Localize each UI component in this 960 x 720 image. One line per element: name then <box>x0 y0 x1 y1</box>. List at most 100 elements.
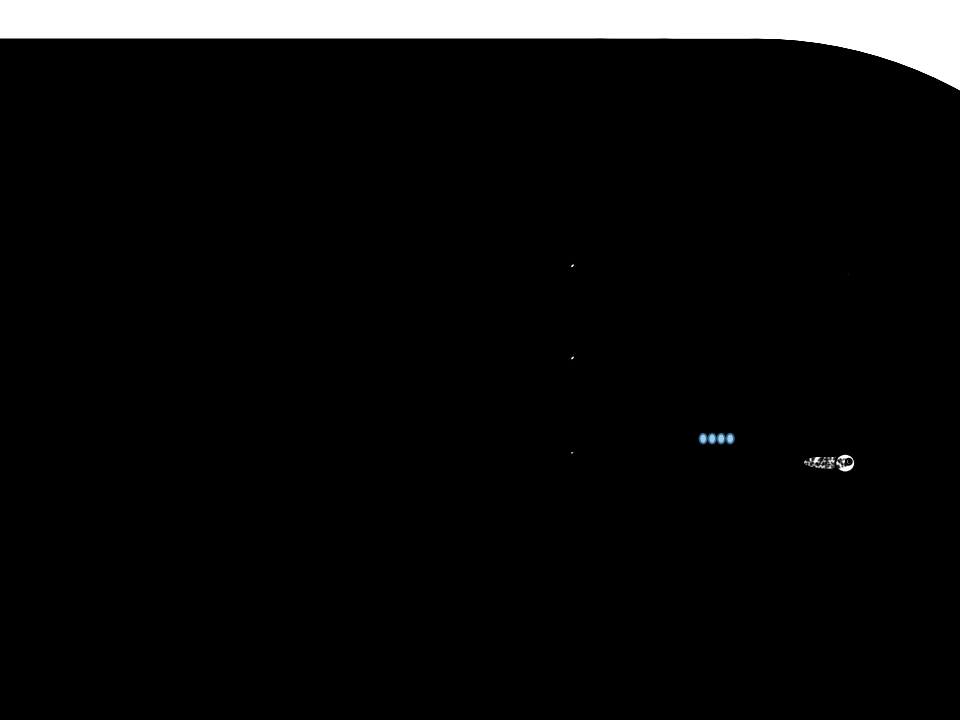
Ellipse shape <box>693 463 703 477</box>
Circle shape <box>559 462 567 469</box>
Ellipse shape <box>701 250 711 265</box>
Ellipse shape <box>701 436 711 451</box>
Ellipse shape <box>742 270 751 281</box>
Ellipse shape <box>700 433 707 444</box>
Ellipse shape <box>708 443 719 458</box>
Ellipse shape <box>722 456 732 473</box>
Ellipse shape <box>716 466 727 483</box>
Ellipse shape <box>708 490 716 501</box>
Ellipse shape <box>712 270 722 283</box>
Ellipse shape <box>722 351 734 366</box>
Ellipse shape <box>836 269 851 282</box>
Ellipse shape <box>701 453 712 468</box>
Circle shape <box>559 367 567 376</box>
Ellipse shape <box>723 436 734 450</box>
Ellipse shape <box>538 429 595 496</box>
Ellipse shape <box>711 246 721 259</box>
Ellipse shape <box>692 261 704 276</box>
Text: Serial nuclear transplantation improves success rate: Serial nuclear transplantation improves … <box>313 215 960 242</box>
Circle shape <box>641 462 648 468</box>
Polygon shape <box>790 455 804 469</box>
Circle shape <box>641 275 648 282</box>
Ellipse shape <box>721 387 732 400</box>
Circle shape <box>641 367 648 374</box>
Ellipse shape <box>723 474 734 489</box>
Ellipse shape <box>720 303 730 314</box>
Ellipse shape <box>686 331 748 405</box>
Circle shape <box>848 461 851 463</box>
Text: DNA replicn: DNA replicn <box>626 311 712 326</box>
Ellipse shape <box>708 257 719 272</box>
Ellipse shape <box>723 287 734 302</box>
Ellipse shape <box>616 342 644 395</box>
Ellipse shape <box>692 448 704 463</box>
Ellipse shape <box>732 276 742 289</box>
Ellipse shape <box>684 423 751 502</box>
Ellipse shape <box>795 269 843 284</box>
Ellipse shape <box>727 433 733 444</box>
Circle shape <box>846 459 852 464</box>
Ellipse shape <box>701 288 710 303</box>
Ellipse shape <box>631 342 658 395</box>
Ellipse shape <box>631 436 658 489</box>
Ellipse shape <box>718 238 727 249</box>
Ellipse shape <box>539 336 594 401</box>
Ellipse shape <box>687 257 695 268</box>
Ellipse shape <box>694 244 703 256</box>
Ellipse shape <box>731 482 740 495</box>
Ellipse shape <box>616 250 644 302</box>
Ellipse shape <box>732 463 742 476</box>
Ellipse shape <box>708 433 716 444</box>
Ellipse shape <box>570 450 575 454</box>
Ellipse shape <box>720 490 730 500</box>
Ellipse shape <box>718 424 727 436</box>
Ellipse shape <box>731 430 740 443</box>
Ellipse shape <box>711 292 723 307</box>
Ellipse shape <box>684 237 751 315</box>
Ellipse shape <box>731 295 740 308</box>
Ellipse shape <box>738 471 748 482</box>
Ellipse shape <box>693 276 703 291</box>
Ellipse shape <box>538 243 595 310</box>
Ellipse shape <box>706 465 716 480</box>
Ellipse shape <box>711 479 723 493</box>
Ellipse shape <box>718 445 730 461</box>
Text: Serial nuclear transfer: Serial nuclear transfer <box>591 429 819 447</box>
Circle shape <box>627 462 634 468</box>
Ellipse shape <box>570 356 575 360</box>
Ellipse shape <box>731 243 740 256</box>
Ellipse shape <box>742 456 751 467</box>
Text: DNA replicn: DNA replicn <box>601 403 687 418</box>
Ellipse shape <box>722 270 732 287</box>
Ellipse shape <box>707 424 715 436</box>
Ellipse shape <box>708 304 716 315</box>
Ellipse shape <box>570 264 575 268</box>
Ellipse shape <box>723 250 734 264</box>
Ellipse shape <box>804 455 850 469</box>
Ellipse shape <box>718 258 730 274</box>
Ellipse shape <box>707 238 715 250</box>
Ellipse shape <box>738 284 748 295</box>
Ellipse shape <box>738 441 748 454</box>
Ellipse shape <box>695 483 705 495</box>
Ellipse shape <box>701 266 712 282</box>
Ellipse shape <box>717 433 725 444</box>
Ellipse shape <box>732 372 744 385</box>
Ellipse shape <box>694 431 703 443</box>
Ellipse shape <box>688 285 697 297</box>
Ellipse shape <box>688 472 697 484</box>
Ellipse shape <box>721 336 732 350</box>
Ellipse shape <box>732 351 744 365</box>
Ellipse shape <box>711 432 721 446</box>
Ellipse shape <box>684 457 694 469</box>
Ellipse shape <box>706 279 716 293</box>
Ellipse shape <box>722 370 734 386</box>
Circle shape <box>559 275 567 284</box>
Ellipse shape <box>738 255 748 267</box>
Circle shape <box>627 275 634 282</box>
Ellipse shape <box>687 444 695 454</box>
Polygon shape <box>848 273 851 275</box>
Ellipse shape <box>732 261 741 276</box>
Ellipse shape <box>716 279 727 297</box>
Ellipse shape <box>732 447 741 462</box>
